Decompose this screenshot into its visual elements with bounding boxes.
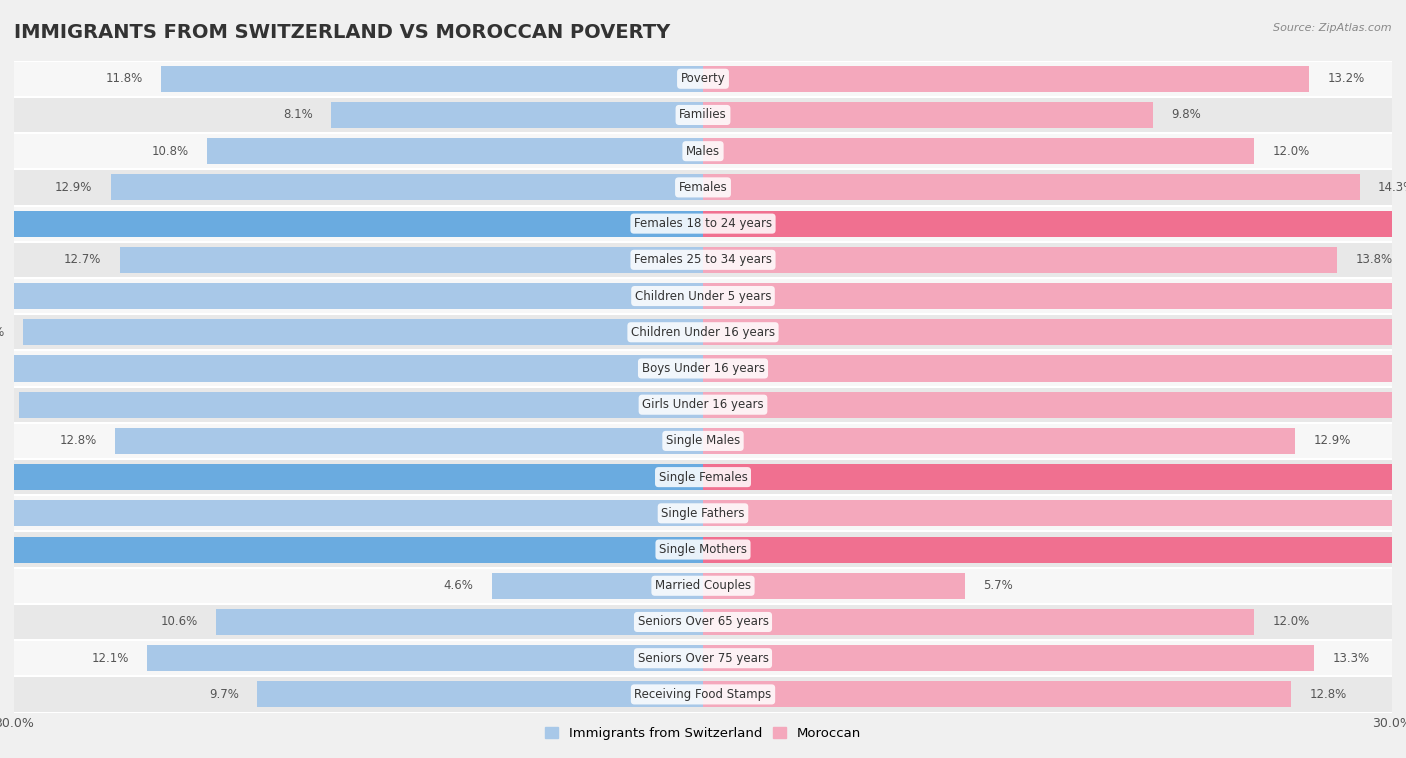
Bar	[703, 392, 1406, 418]
Bar	[703, 283, 1406, 309]
Bar	[703, 428, 1295, 454]
Bar	[703, 356, 1406, 381]
Bar	[14, 356, 703, 381]
Bar	[703, 211, 1406, 236]
Text: 13.3%: 13.3%	[1333, 652, 1369, 665]
Text: Females 18 to 24 years: Females 18 to 24 years	[634, 217, 772, 230]
Bar	[0, 211, 703, 236]
Bar	[18, 392, 703, 418]
Text: Families: Families	[679, 108, 727, 121]
Text: 10.6%: 10.6%	[160, 615, 198, 628]
Bar	[703, 464, 1406, 490]
Text: Females 25 to 34 years: Females 25 to 34 years	[634, 253, 772, 266]
Bar	[257, 681, 703, 707]
Text: Seniors Over 65 years: Seniors Over 65 years	[637, 615, 769, 628]
Bar	[207, 138, 703, 164]
Bar	[0, 283, 703, 309]
Bar	[115, 428, 703, 454]
Bar	[14, 314, 1392, 350]
Bar	[111, 174, 703, 200]
Text: 4.6%: 4.6%	[443, 579, 474, 592]
Text: 12.9%: 12.9%	[1313, 434, 1351, 447]
Bar	[14, 676, 1392, 713]
Text: 14.3%: 14.3%	[1378, 181, 1406, 194]
Bar	[703, 573, 965, 599]
Bar	[14, 640, 1392, 676]
Bar	[14, 531, 1392, 568]
Bar	[703, 645, 1313, 672]
Text: 12.8%: 12.8%	[1309, 688, 1347, 701]
Text: Boys Under 16 years: Boys Under 16 years	[641, 362, 765, 375]
Text: 9.7%: 9.7%	[209, 688, 239, 701]
Text: Single Fathers: Single Fathers	[661, 507, 745, 520]
Text: Married Couples: Married Couples	[655, 579, 751, 592]
Legend: Immigrants from Switzerland, Moroccan: Immigrants from Switzerland, Moroccan	[540, 722, 866, 745]
Bar	[703, 537, 1406, 562]
Text: 10.8%: 10.8%	[152, 145, 188, 158]
Bar	[0, 537, 703, 562]
Text: 12.0%: 12.0%	[1272, 615, 1310, 628]
Text: Single Males: Single Males	[666, 434, 740, 447]
Bar	[330, 102, 703, 128]
Bar	[14, 604, 1392, 640]
Text: 12.0%: 12.0%	[1272, 145, 1310, 158]
Text: 12.1%: 12.1%	[91, 652, 129, 665]
Text: 14.8%: 14.8%	[0, 326, 4, 339]
Bar	[120, 247, 703, 273]
Bar	[162, 66, 703, 92]
Bar	[703, 247, 1337, 273]
Bar	[703, 138, 1254, 164]
Text: Single Mothers: Single Mothers	[659, 543, 747, 556]
Text: Source: ZipAtlas.com: Source: ZipAtlas.com	[1274, 23, 1392, 33]
Text: 9.8%: 9.8%	[1171, 108, 1201, 121]
Text: Females: Females	[679, 181, 727, 194]
Bar	[14, 423, 1392, 459]
Bar	[14, 169, 1392, 205]
Bar	[217, 609, 703, 635]
Text: Males: Males	[686, 145, 720, 158]
Text: 8.1%: 8.1%	[283, 108, 312, 121]
Text: Seniors Over 75 years: Seniors Over 75 years	[637, 652, 769, 665]
Bar	[0, 464, 703, 490]
Bar	[492, 573, 703, 599]
Bar	[703, 174, 1360, 200]
Bar	[24, 319, 703, 346]
Bar	[148, 645, 703, 672]
Bar	[14, 61, 1392, 97]
Bar	[703, 681, 1291, 707]
Text: 13.2%: 13.2%	[1327, 72, 1365, 85]
Text: Girls Under 16 years: Girls Under 16 years	[643, 398, 763, 411]
Bar	[14, 495, 1392, 531]
Text: 12.9%: 12.9%	[55, 181, 93, 194]
Bar	[703, 102, 1153, 128]
Bar	[14, 350, 1392, 387]
Bar	[0, 500, 703, 526]
Bar	[703, 66, 1309, 92]
Bar	[14, 568, 1392, 604]
Bar	[14, 459, 1392, 495]
Bar	[14, 242, 1392, 278]
Text: 12.8%: 12.8%	[59, 434, 97, 447]
Text: Children Under 5 years: Children Under 5 years	[634, 290, 772, 302]
Bar	[14, 97, 1392, 133]
Bar	[14, 387, 1392, 423]
Text: Poverty: Poverty	[681, 72, 725, 85]
Bar	[703, 609, 1254, 635]
Text: 12.7%: 12.7%	[63, 253, 101, 266]
Text: 5.7%: 5.7%	[983, 579, 1012, 592]
Text: IMMIGRANTS FROM SWITZERLAND VS MOROCCAN POVERTY: IMMIGRANTS FROM SWITZERLAND VS MOROCCAN …	[14, 23, 671, 42]
Text: 11.8%: 11.8%	[105, 72, 142, 85]
Bar	[14, 205, 1392, 242]
Text: Children Under 16 years: Children Under 16 years	[631, 326, 775, 339]
Text: 13.8%: 13.8%	[1355, 253, 1392, 266]
Bar	[14, 133, 1392, 169]
Bar	[703, 319, 1406, 346]
Bar	[703, 500, 1406, 526]
Text: Receiving Food Stamps: Receiving Food Stamps	[634, 688, 772, 701]
Text: Single Females: Single Females	[658, 471, 748, 484]
Bar	[14, 278, 1392, 314]
